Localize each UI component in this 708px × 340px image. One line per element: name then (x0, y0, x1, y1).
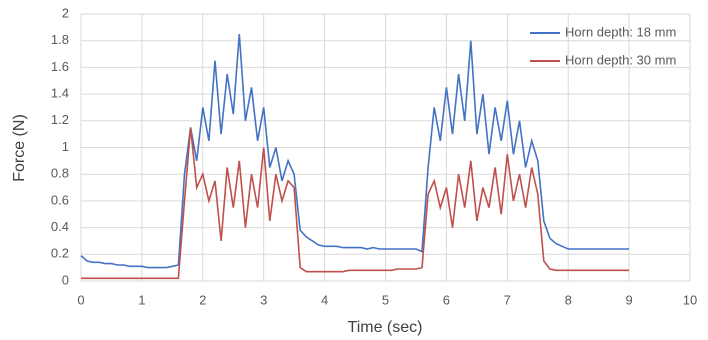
x-tick-label: 5 (382, 292, 389, 307)
x-tick-label: 9 (625, 292, 632, 307)
series-line (81, 127, 630, 280)
x-tick-label: 1 (138, 292, 145, 307)
x-tick-label: 6 (443, 292, 450, 307)
x-tick-label: 4 (321, 292, 328, 307)
x-tick-label: 0 (77, 292, 84, 307)
y-tick-label: 1 (62, 139, 69, 154)
y-tick-label: 1.8 (51, 32, 69, 47)
y-tick-label: 0.2 (51, 246, 69, 261)
x-axis-title: Time (sec) (348, 319, 423, 336)
y-tick-label: 0.6 (51, 192, 69, 207)
x-tick-label: 2 (199, 292, 206, 307)
legend-label: Horn depth: 18 mm (565, 24, 676, 39)
y-tick-label: 1.2 (51, 112, 69, 127)
x-tick-label: 3 (260, 292, 267, 307)
legend-label: Horn depth: 30 mm (565, 52, 676, 67)
y-tick-label: 0.4 (51, 219, 69, 234)
series-line (80, 33, 630, 269)
y-tick-label: 2 (62, 5, 69, 20)
y-tick-label: 0 (62, 272, 69, 287)
x-tick-label: 8 (565, 292, 572, 307)
y-tick-label: 0.8 (51, 166, 69, 181)
legend: Horn depth: 18 mm Horn depth: 30 mm (530, 24, 676, 67)
y-tick-label: 1.6 (51, 59, 69, 74)
y-tick-label: 1.4 (51, 86, 69, 101)
x-tick-label: 10 (683, 292, 697, 307)
y-axis-title: Force (N) (11, 114, 28, 182)
x-tick-label: 7 (504, 292, 511, 307)
